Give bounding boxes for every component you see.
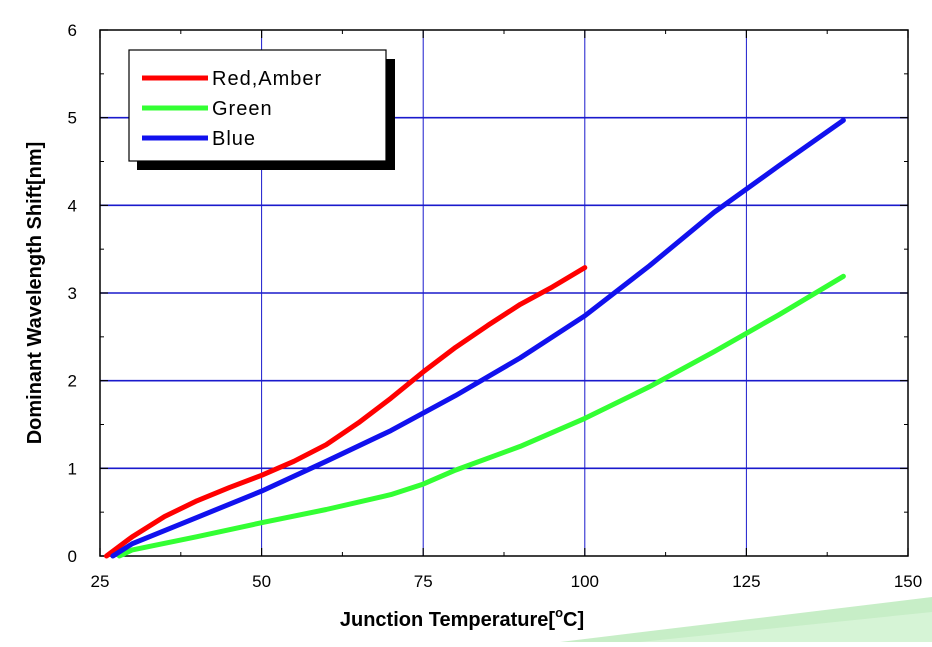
x-tick-label: 125	[732, 572, 760, 591]
y-tick-label: 4	[68, 196, 77, 215]
degree-superscript: o	[555, 605, 563, 620]
tick-labels: 25 50 75 100 125 150 0 1 2 3 4 5 6	[68, 21, 923, 591]
x-tick-label: 50	[252, 572, 271, 591]
series-line-2	[110, 117, 846, 559]
grid-lines	[100, 30, 908, 556]
x-axis-title: Junction Temperature[oC]	[340, 605, 584, 631]
y-tick-label: 3	[68, 284, 77, 303]
legend-label-1: Green	[212, 98, 273, 120]
y-axis-title: Dominant Wavelength Shift[nm]	[24, 142, 46, 445]
legend: Red,Amber Green Blue	[128, 49, 395, 170]
axis-ticks	[99, 29, 909, 557]
series-line-0	[104, 265, 588, 559]
legend-items: Red,Amber Green Blue	[142, 68, 322, 150]
y-tick-label: 2	[68, 372, 77, 391]
x-tick-label: 25	[91, 572, 110, 591]
decorative-swoosh-light	[640, 612, 932, 642]
legend-label-0: Red,Amber	[212, 68, 322, 90]
x-tick-label: 75	[414, 572, 433, 591]
y-tick-label: 0	[68, 547, 77, 566]
y-tick-label: 1	[68, 459, 77, 478]
x-tick-label: 100	[571, 572, 599, 591]
x-tick-label: 150	[894, 572, 922, 591]
series-line-1	[116, 273, 846, 559]
series-lines	[104, 117, 846, 559]
y-tick-label: 5	[68, 109, 77, 128]
y-tick-label: 6	[68, 21, 77, 40]
legend-label-2: Blue	[212, 128, 256, 150]
